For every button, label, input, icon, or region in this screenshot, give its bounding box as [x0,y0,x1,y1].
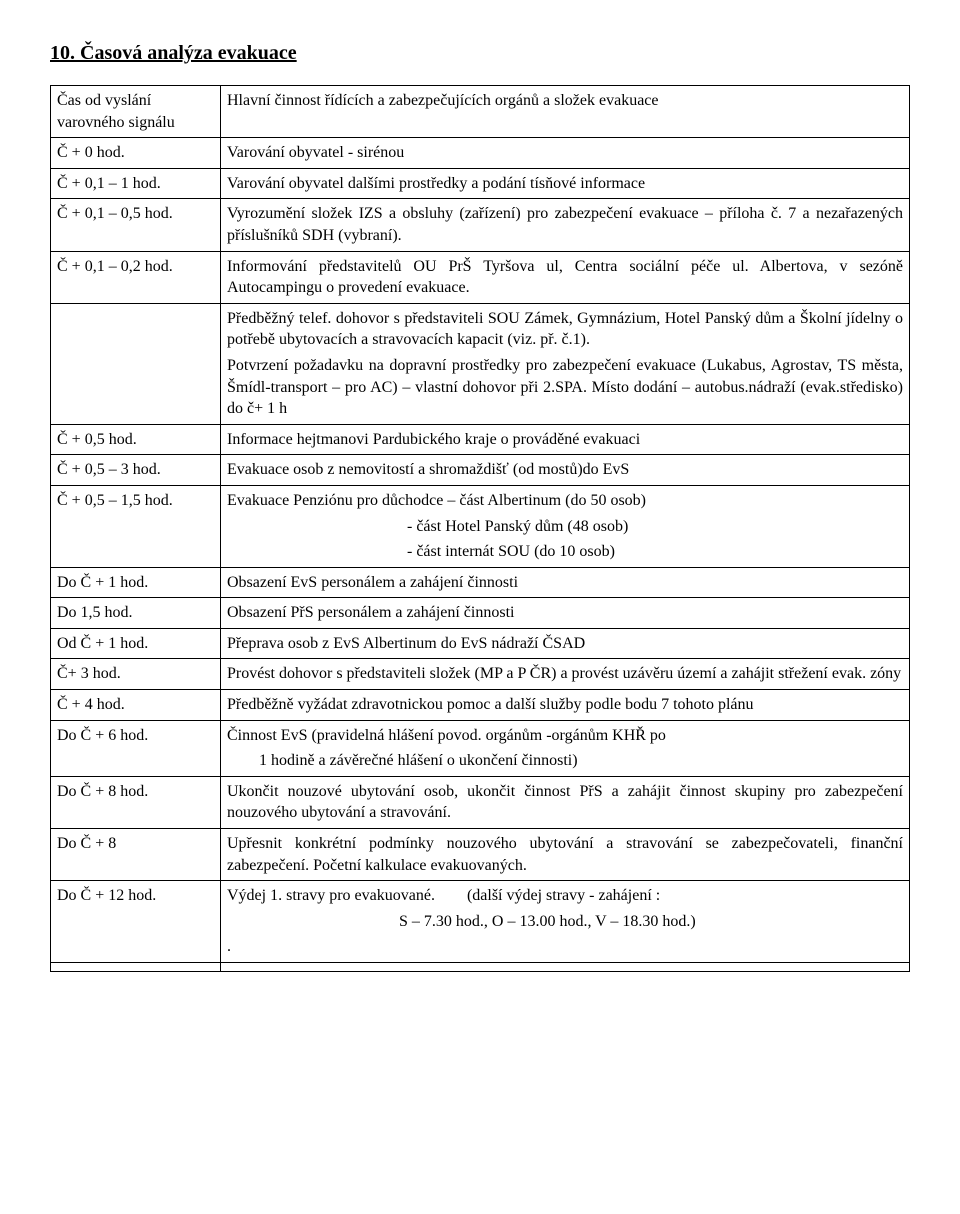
activity-line: - část Hotel Panský dům (48 osob) [227,516,903,538]
activity-cell: Předběžně vyžádat zdravotnickou pomoc a … [221,690,910,721]
table-row: Předběžný telef. dohovor s představiteli… [51,303,910,424]
activity-line: 1 hodině a závěrečné hlášení o ukončení … [227,750,903,772]
table-row: Do Č + 8Upřesnit konkrétní podmínky nouz… [51,829,910,881]
activity-cell: Výdej 1. stravy pro evakuované. (další v… [221,881,910,963]
table-row [51,963,910,972]
activity-line: Evakuace Penziónu pro důchodce – část Al… [227,490,903,512]
activity-cell: Obsazení PřS personálem a zahájení činno… [221,598,910,629]
table-row: Od Č + 1 hod.Přeprava osob z EvS Alberti… [51,628,910,659]
activity-cell: Činnost EvS (pravidelná hlášení povod. o… [221,720,910,776]
activity-cell: Informace hejtmanovi Pardubického kraje … [221,424,910,455]
table-row: Č + 0,5 – 3 hod.Evakuace osob z nemovito… [51,455,910,486]
activity-cell: Varování obyvatel - sirénou [221,138,910,169]
activity-line: Činnost EvS (pravidelná hlášení povod. o… [227,725,903,747]
activity-cell: Předběžný telef. dohovor s představiteli… [221,303,910,424]
activity-cell: Vyrozumění složek IZS a obsluhy (zařízen… [221,199,910,251]
activity-cell: Provést dohovor s představiteli složek (… [221,659,910,690]
time-cell: Č + 4 hod. [51,690,221,721]
activity-cell: Evakuace osob z nemovitostí a shromaždiš… [221,455,910,486]
table-row: Č + 0,1 – 1 hod.Varování obyvatel dalším… [51,168,910,199]
activity-cell: Varování obyvatel dalšími prostředky a p… [221,168,910,199]
table-row: Do Č + 6 hod. Činnost EvS (pravidelná hlá… [51,720,910,776]
table-row: Č + 4 hod.Předběžně vyžádat zdravotnicko… [51,690,910,721]
time-cell: Č + 0,1 – 1 hod. [51,168,221,199]
time-cell: Do Č + 6 hod. [51,720,221,776]
time-cell: Do Č + 8 [51,829,221,881]
time-cell: Č + 0,1 – 0,5 hod. [51,199,221,251]
table-row: Do Č + 1 hod.Obsazení EvS personálem a z… [51,567,910,598]
time-cell: Do Č + 8 hod. [51,776,221,828]
activity-line: Potvrzení požadavku na dopravní prostřed… [227,355,903,420]
activity-cell: Obsazení EvS personálem a zahájení činno… [221,567,910,598]
activity-line: S – 7.30 hod., O – 13.00 hod., V – 18.30… [227,911,903,933]
activity-cell: Evakuace Penziónu pro důchodce – část Al… [221,485,910,567]
activity-cell: Informování představitelů OU PrŠ Tyršova… [221,251,910,303]
activity-line: - část internát SOU (do 10 osob) [227,541,903,563]
header-cell-activity: Hlavní činnost řídících a zabezpečujícíc… [221,86,910,138]
time-cell: Č + 0,5 – 3 hod. [51,455,221,486]
activity-line: . [227,936,903,958]
time-cell: Č+ 3 hod. [51,659,221,690]
page-heading: 10. Časová analýza evakuace [50,40,910,67]
activity-cell [221,963,910,972]
time-cell [51,963,221,972]
time-cell: Do Č + 12 hod. [51,881,221,963]
time-cell: Č + 0 hod. [51,138,221,169]
header-cell-time: Čas od vyslání varovného signálu [51,86,221,138]
table-row: Č + 0,5 – 1,5 hod. Evakuace Penziónu pro … [51,485,910,567]
table-row: Č + 0,5 hod.Informace hejtmanovi Pardubi… [51,424,910,455]
activity-line: Předběžný telef. dohovor s představiteli… [227,308,903,351]
time-cell [51,303,221,424]
time-cell: Do 1,5 hod. [51,598,221,629]
time-cell: Č + 0,5 hod. [51,424,221,455]
table-row: Do 1,5 hod.Obsazení PřS personálem a zah… [51,598,910,629]
activity-line: Výdej 1. stravy pro evakuované. (další v… [227,885,903,907]
activity-cell: Upřesnit konkrétní podmínky nouzového ub… [221,829,910,881]
table-row: Č + 0,1 – 0,5 hod.Vyrozumění složek IZS … [51,199,910,251]
time-cell: Č + 0,1 – 0,2 hod. [51,251,221,303]
table-row: Do Č + 12 hod. Výdej 1. stravy pro evakuo… [51,881,910,963]
activity-cell: Ukončit nouzové ubytování osob, ukončit … [221,776,910,828]
table-row: Č+ 3 hod.Provést dohovor s představiteli… [51,659,910,690]
time-cell: Č + 0,5 – 1,5 hod. [51,485,221,567]
table-row: Č + 0 hod.Varování obyvatel - sirénou [51,138,910,169]
table-row: Č + 0,1 – 0,2 hod.Informování představit… [51,251,910,303]
evacuation-schedule-table: Čas od vyslání varovného signáluHlavní č… [50,85,910,972]
time-cell: Do Č + 1 hod. [51,567,221,598]
activity-cell: Přeprava osob z EvS Albertinum do EvS ná… [221,628,910,659]
time-cell: Od Č + 1 hod. [51,628,221,659]
table-row: Do Č + 8 hod.Ukončit nouzové ubytování o… [51,776,910,828]
